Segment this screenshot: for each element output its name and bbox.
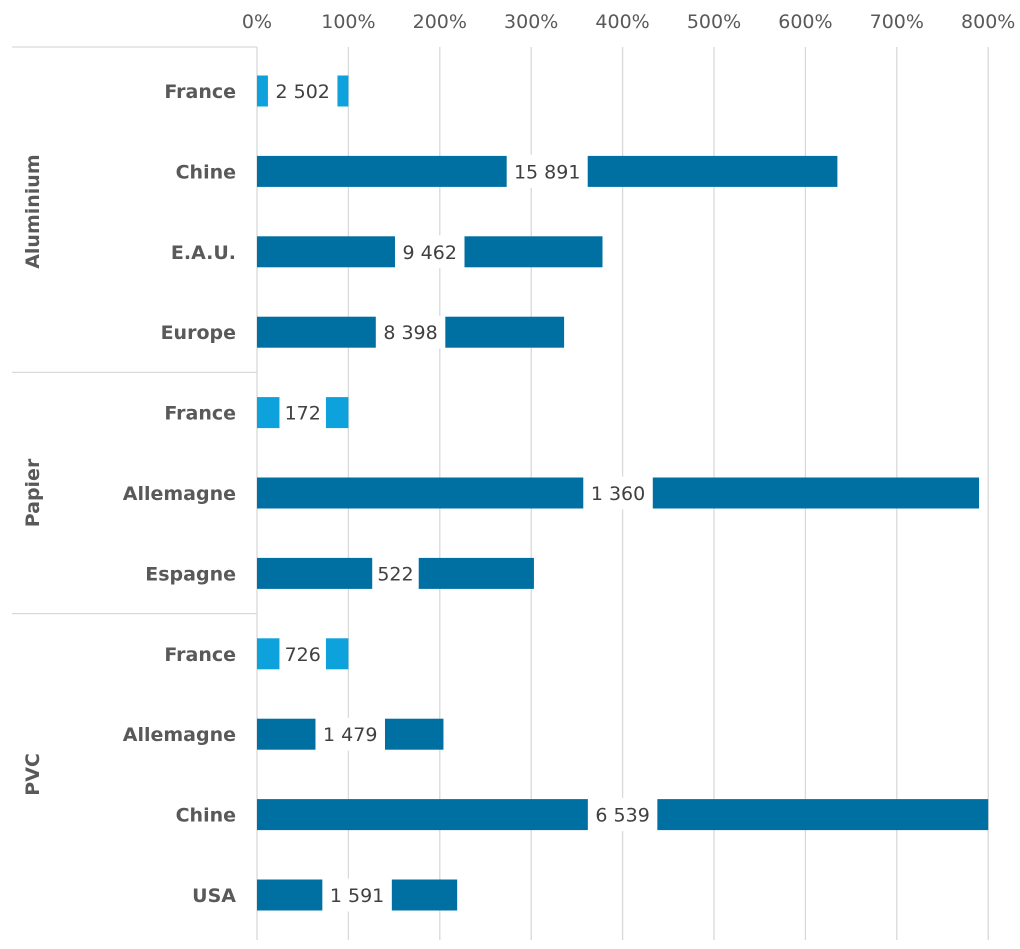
x-tick-label: 100%	[321, 11, 375, 33]
data-label-background	[279, 396, 326, 430]
data-label: 726	[285, 644, 321, 666]
category-label: Europe	[161, 322, 236, 344]
group-label: PVC	[22, 753, 44, 796]
data-label: 8 398	[383, 322, 437, 344]
x-axis-ticks: 0% 100% 200% 300% 400% 500% 600% 700% 800%	[242, 11, 1015, 33]
data-label-background	[315, 717, 385, 751]
data-label-background	[267, 74, 338, 108]
data-label-background	[322, 878, 392, 912]
data-label: 1 591	[330, 885, 384, 907]
data-label: 9 462	[403, 242, 457, 264]
category-label: France	[164, 403, 236, 425]
group-labels: Aluminium Papier PVC	[22, 154, 44, 795]
data-label-background	[375, 315, 446, 349]
category-labels: France Chine E.A.U. Europe France Allemagne Es…	[123, 81, 237, 907]
data-label-background	[279, 637, 326, 671]
bars: 2 502 15 891 9 462 8 398 172 1 360 522 726 1 479…	[257, 74, 989, 912]
category-label: Chine	[176, 161, 236, 183]
data-label: 6 539	[595, 805, 649, 827]
data-label-background	[583, 476, 653, 510]
category-label: France	[164, 81, 236, 103]
data-label: 1 479	[323, 724, 377, 746]
data-label: 172	[285, 403, 321, 425]
data-label: 2 502	[275, 81, 329, 103]
category-label: Allemagne	[123, 483, 236, 505]
group-label: Papier	[22, 458, 44, 527]
data-label: 1 360	[591, 483, 645, 505]
category-label: France	[164, 644, 236, 666]
data-label-background	[587, 798, 658, 832]
x-tick-label: 400%	[595, 11, 649, 33]
group-label: Aluminium	[22, 154, 44, 268]
data-label-background	[506, 154, 588, 188]
category-label: Allemagne	[123, 724, 236, 746]
category-label: USA	[192, 885, 236, 907]
data-label-background	[372, 556, 419, 590]
x-tick-label: 200%	[413, 11, 467, 33]
x-tick-label: 500%	[687, 11, 741, 33]
x-tick-label: 300%	[504, 11, 558, 33]
data-label: 522	[377, 563, 413, 585]
x-tick-label: 600%	[778, 11, 832, 33]
x-tick-label: 800%	[961, 11, 1015, 33]
category-label: Espagne	[145, 563, 236, 585]
data-label-background	[394, 235, 465, 269]
x-tick-label: 700%	[870, 11, 924, 33]
group-separators	[12, 46, 257, 615]
category-label: E.A.U.	[171, 242, 236, 264]
data-label: 15 891	[514, 161, 580, 183]
x-tick-label: 0%	[242, 11, 272, 33]
category-label: Chine	[176, 805, 236, 827]
